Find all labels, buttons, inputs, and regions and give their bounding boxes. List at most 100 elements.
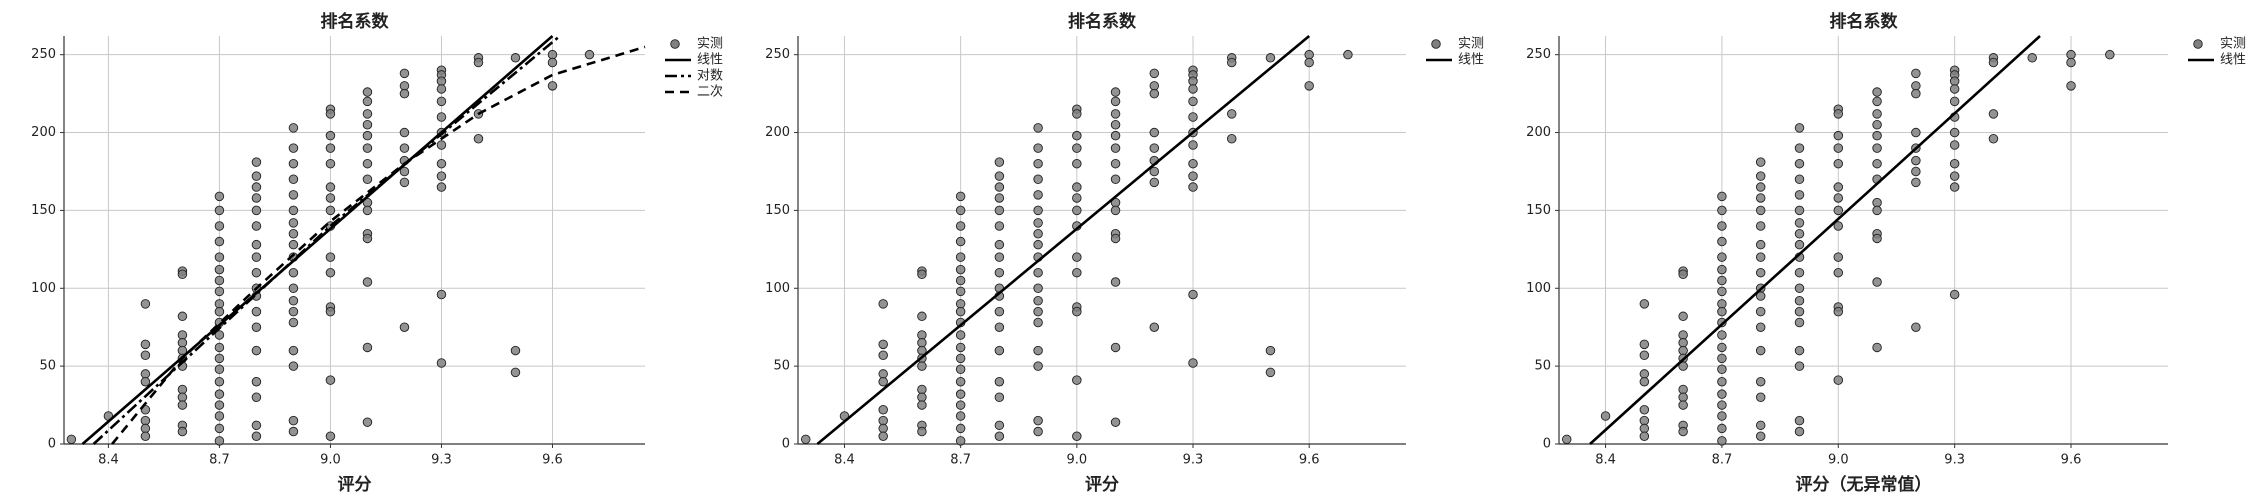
data-point [436,158,447,169]
data-point [994,157,1005,167]
data-point [1188,112,1198,122]
data-point [2027,53,2037,63]
data-point [1072,182,1082,192]
data-point [1833,182,1844,192]
data-point [955,353,966,364]
y-tick-label: 50 [773,359,790,374]
data-point [1717,299,1727,309]
data-point [1110,277,1121,287]
data-point [2066,49,2076,60]
data-point [288,283,299,294]
data-point [177,392,188,403]
chart-title: 排名系数 [321,11,390,32]
data-point [1949,127,1960,138]
x-axis-label: 评分（无异常值） [1796,474,1932,495]
fit-line [816,34,1311,446]
data-point [1265,367,1276,378]
data-point [1149,177,1160,188]
data-point [1033,218,1043,228]
data-point [1033,283,1043,294]
data-point [1110,109,1121,119]
legend-marker [670,39,680,49]
data-point [362,143,373,153]
data-point [1033,123,1043,133]
data-point [1949,289,1960,300]
data-point [436,140,447,150]
data-point [1717,252,1727,262]
data-point [214,221,225,231]
data-point [325,109,336,119]
legend-label: 线性 [697,53,723,68]
data-point [251,182,262,192]
data-point [1033,229,1043,239]
data-point [994,392,1005,403]
data-point [1717,205,1727,216]
data-point [1755,267,1766,278]
data-point [1188,182,1198,192]
data-point [214,252,225,262]
legend-label: 线性 [2220,53,2246,68]
data-point [251,376,262,387]
data-point [878,299,888,309]
data-point [1872,205,1882,216]
data-point [1717,353,1727,364]
data-point [1872,96,1882,107]
x-tick-label: 8.7 [1712,453,1733,468]
x-tick-label: 8.4 [98,453,119,468]
data-point [1033,361,1043,371]
data-point [510,53,521,63]
data-point [1678,338,1688,348]
data-point [1678,345,1688,356]
data-point [1188,358,1198,368]
x-tick-label: 9.6 [2061,453,2082,468]
data-point [288,123,299,133]
data-point [325,205,336,216]
data-point [288,295,299,306]
legend-label: 线性 [1458,53,1484,68]
data-point [1988,134,1999,144]
data-point [1833,252,1844,262]
data-point [214,411,225,421]
data-point [1639,299,1650,309]
chart-title: 排名系数 [1830,11,1899,32]
data-point [1033,267,1043,278]
x-tick-label: 9.3 [1944,453,1965,468]
data-point [1872,130,1882,141]
data-point [251,171,262,181]
data-point [325,431,336,441]
data-point [2105,49,2115,60]
data-point [1833,158,1844,169]
data-point [362,417,373,427]
data-point [878,350,888,360]
data-point [251,267,262,278]
data-point [1911,127,1921,138]
data-point [214,353,225,364]
data-point [1188,140,1198,150]
data-point [1343,49,1353,60]
data-point [1949,76,1960,86]
data-point [1794,158,1805,169]
data-point [1033,345,1043,356]
data-point [1110,417,1121,427]
data-point [251,239,262,250]
data-point [473,134,484,144]
data-point [955,221,966,231]
data-point [917,269,927,280]
data-point [1717,236,1727,247]
data-point [1072,130,1082,141]
data-point [214,400,225,410]
data-point [436,289,447,300]
data-point [288,205,299,216]
legend-label: 二次 [697,84,723,100]
data-point [1794,123,1805,133]
data-point [140,350,151,360]
data-point [251,431,262,441]
data-point [1639,431,1650,441]
data-point [1717,306,1727,317]
data-point [1755,420,1766,431]
data-point [1717,411,1727,421]
data-point [399,143,410,153]
data-point [362,158,373,169]
data-point [251,420,262,431]
